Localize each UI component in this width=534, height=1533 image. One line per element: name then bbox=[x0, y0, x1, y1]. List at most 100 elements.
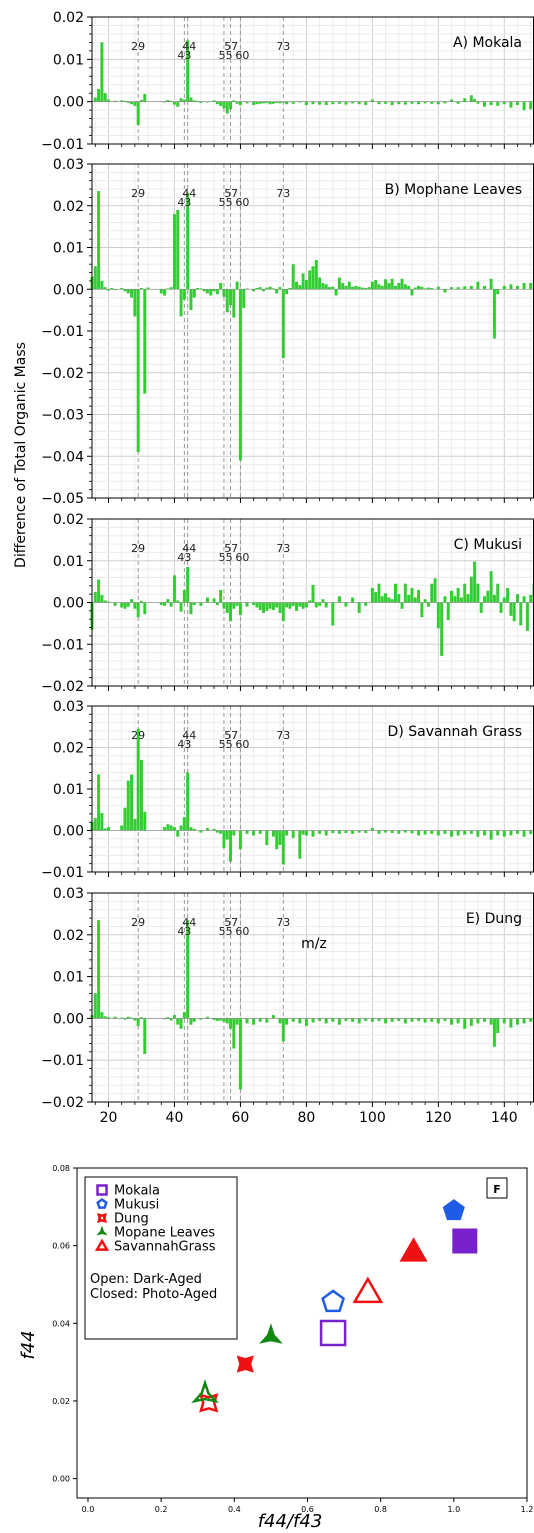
data-bar bbox=[318, 277, 322, 290]
data-bar bbox=[321, 282, 325, 290]
marker-tri3-filled bbox=[259, 1323, 283, 1344]
data-bar bbox=[301, 602, 305, 609]
data-bar bbox=[364, 287, 368, 290]
data-bar bbox=[436, 602, 440, 629]
data-bar bbox=[291, 101, 295, 104]
data-bar bbox=[450, 99, 454, 102]
data-bar bbox=[492, 289, 496, 339]
y-tick-label: 0.00 bbox=[53, 596, 84, 612]
data-bar bbox=[469, 1018, 473, 1026]
data-bar bbox=[522, 1018, 526, 1024]
panel-label: F bbox=[493, 1183, 501, 1196]
data-bar bbox=[357, 602, 361, 613]
data-bar bbox=[308, 270, 312, 290]
data-bar bbox=[506, 587, 510, 603]
data-bar bbox=[436, 101, 440, 105]
data-bar bbox=[456, 287, 460, 290]
data-bar bbox=[212, 598, 216, 603]
data-bar bbox=[100, 1012, 104, 1019]
legend-label: Mopane Leaves bbox=[114, 1226, 215, 1241]
data-bar bbox=[229, 101, 233, 110]
y-tick-label: 0.02 bbox=[53, 928, 84, 944]
data-bar bbox=[139, 287, 143, 290]
data-bar bbox=[509, 830, 513, 836]
data-bar bbox=[407, 285, 411, 290]
y-tick-label: 0.04 bbox=[52, 1319, 70, 1328]
data-bar bbox=[502, 1018, 506, 1024]
data-bar bbox=[413, 597, 417, 603]
scatter-frame bbox=[76, 1167, 528, 1499]
data-bar bbox=[384, 830, 388, 833]
data-bar bbox=[397, 101, 401, 105]
data-bar bbox=[516, 594, 519, 603]
data-bar bbox=[245, 288, 249, 290]
data-bar bbox=[232, 602, 236, 609]
data-bar bbox=[100, 42, 104, 102]
data-bar bbox=[130, 289, 134, 298]
data-bar bbox=[344, 830, 348, 833]
data-bar bbox=[489, 1018, 493, 1025]
mz-reference-label: 57 bbox=[224, 729, 238, 742]
data-bar bbox=[219, 282, 223, 290]
data-bar bbox=[311, 1018, 315, 1023]
data-bar bbox=[222, 101, 226, 109]
data-bar bbox=[417, 589, 421, 603]
data-bar bbox=[469, 95, 473, 102]
data-bar bbox=[205, 1016, 209, 1019]
data-bar bbox=[291, 602, 295, 606]
data-bar bbox=[344, 285, 348, 290]
y-tick-label: −0.02 bbox=[41, 1095, 84, 1111]
data-bar bbox=[166, 599, 170, 603]
data-bar bbox=[344, 1018, 348, 1021]
data-bar bbox=[364, 830, 368, 833]
x-tick-label: 0.2 bbox=[155, 1505, 168, 1514]
data-bar bbox=[400, 278, 404, 290]
data-bar bbox=[440, 602, 444, 656]
data-bar bbox=[403, 830, 407, 833]
mz-reference-label: 29 bbox=[131, 187, 145, 200]
data-bar bbox=[443, 289, 447, 293]
data-bar bbox=[126, 101, 130, 103]
data-bar bbox=[337, 1018, 341, 1025]
data-bar bbox=[199, 1018, 203, 1020]
data-bar bbox=[278, 602, 282, 613]
data-bar bbox=[390, 830, 394, 833]
mz-reference-label: 55 bbox=[219, 925, 233, 938]
data-bar bbox=[377, 101, 381, 105]
data-bar bbox=[324, 1018, 328, 1024]
data-bar bbox=[100, 280, 104, 290]
data-bar bbox=[516, 285, 519, 290]
data-bar bbox=[107, 1017, 110, 1019]
data-bar bbox=[130, 101, 134, 105]
data-bar bbox=[529, 830, 533, 834]
data-bar bbox=[324, 284, 328, 290]
x-tick-label: 0.8 bbox=[374, 1505, 387, 1514]
y-tick-label: 0.02 bbox=[53, 741, 84, 757]
shared-x-axis-label: m/z bbox=[301, 936, 327, 952]
data-bar bbox=[222, 602, 226, 609]
data-bar bbox=[169, 287, 173, 290]
data-bar bbox=[476, 583, 480, 603]
data-bar bbox=[397, 830, 401, 834]
data-bar bbox=[126, 1016, 130, 1019]
data-bar bbox=[364, 101, 368, 106]
data-bar bbox=[426, 602, 430, 607]
data-bar bbox=[417, 101, 421, 105]
data-bar bbox=[229, 830, 233, 862]
data-bar bbox=[265, 602, 269, 611]
data-bar bbox=[519, 602, 523, 626]
data-bar bbox=[143, 602, 147, 615]
data-bar bbox=[182, 817, 186, 831]
data-bar bbox=[357, 830, 361, 833]
data-bar bbox=[113, 100, 117, 102]
mz-reference-label: 73 bbox=[276, 187, 290, 200]
x-tick-label: 100 bbox=[359, 1110, 386, 1126]
data-bar bbox=[189, 289, 193, 311]
data-bar bbox=[133, 289, 137, 317]
data-bar bbox=[123, 1018, 127, 1020]
data-bar bbox=[476, 101, 480, 104]
y-tick-label: −0.01 bbox=[41, 1053, 84, 1069]
mz-reference-label: 60 bbox=[235, 49, 249, 62]
x-tick-label: 120 bbox=[425, 1110, 452, 1126]
data-bar bbox=[212, 1018, 216, 1021]
